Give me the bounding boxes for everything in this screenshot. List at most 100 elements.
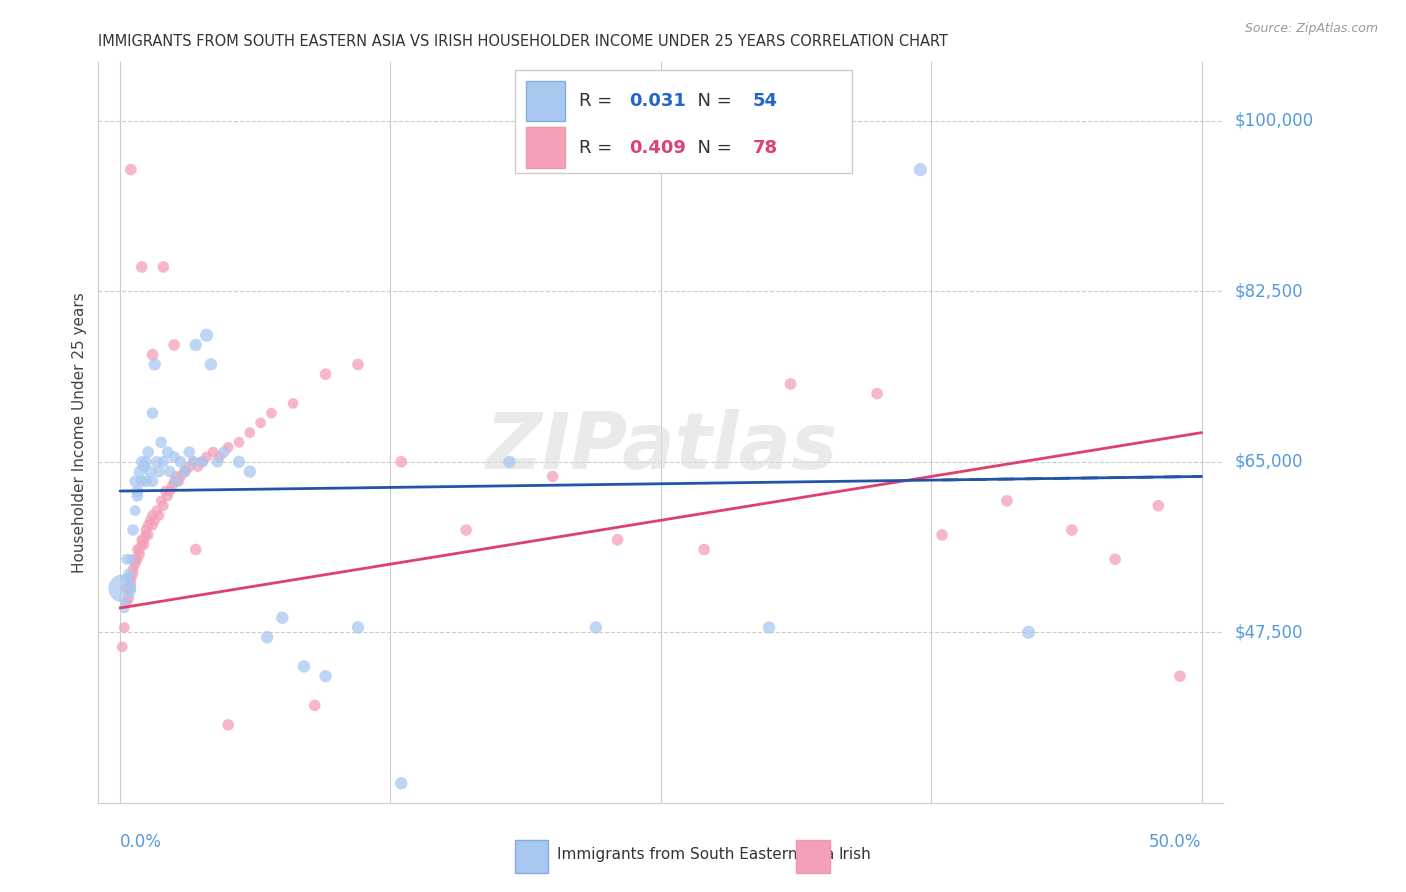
Point [124, 475, 146, 489]
Point [389, 455, 412, 469]
Point [217, 440, 239, 454]
Point [183, 455, 205, 469]
Text: IMMIGRANTS FROM SOUTH EASTERN ASIA VS IRISH HOUSEHOLDER INCOME UNDER 25 YEARS CO: IMMIGRANTS FROM SOUTH EASTERN ASIA VS IR… [98, 34, 949, 49]
Point [131, 455, 153, 469]
Point [239, 465, 262, 479]
Text: $82,500: $82,500 [1234, 283, 1303, 301]
Point [131, 533, 153, 547]
Point [136, 445, 159, 459]
Point [271, 610, 294, 624]
Point [141, 475, 163, 489]
Point [122, 523, 145, 537]
Point [292, 659, 315, 673]
Point [195, 450, 218, 464]
Point [141, 406, 163, 420]
Point [995, 493, 1018, 508]
Point [120, 572, 142, 586]
Point [141, 348, 163, 362]
Text: N =: N = [686, 92, 737, 110]
Point [136, 528, 159, 542]
Point [159, 484, 181, 499]
Point [112, 620, 135, 634]
Point [132, 459, 155, 474]
Point [120, 552, 142, 566]
Point [163, 475, 186, 489]
Point [120, 162, 142, 177]
Point [1104, 552, 1126, 566]
Point [347, 358, 370, 372]
Point [146, 455, 169, 469]
Point [347, 620, 370, 634]
Text: Immigrants from South Eastern Asia: Immigrants from South Eastern Asia [557, 847, 835, 863]
Point [135, 523, 157, 537]
Point [118, 582, 141, 596]
Point [256, 630, 278, 644]
Point [131, 538, 153, 552]
Point [165, 475, 187, 489]
Point [191, 455, 214, 469]
Point [260, 406, 283, 420]
Point [1060, 523, 1083, 537]
Point [135, 475, 157, 489]
FancyBboxPatch shape [515, 70, 852, 173]
Text: 0.409: 0.409 [630, 138, 686, 157]
Point [118, 566, 141, 581]
FancyBboxPatch shape [796, 840, 830, 873]
Point [115, 596, 138, 610]
Point [150, 435, 173, 450]
Text: Source: ZipAtlas.com: Source: ZipAtlas.com [1244, 22, 1378, 36]
Point [1147, 499, 1170, 513]
Point [115, 582, 138, 596]
Point [1168, 669, 1191, 683]
Point [200, 358, 222, 372]
Point [183, 455, 205, 469]
Point [152, 455, 174, 469]
Point [779, 376, 801, 391]
Point [179, 445, 201, 459]
Point [758, 620, 780, 634]
Point [127, 552, 149, 566]
Text: $100,000: $100,000 [1234, 112, 1313, 130]
Text: N =: N = [686, 138, 737, 157]
Point [160, 479, 183, 493]
Point [910, 162, 932, 177]
Point [122, 562, 145, 576]
Point [179, 459, 201, 474]
Point [136, 518, 159, 533]
Point [315, 669, 337, 683]
Text: 0.031: 0.031 [630, 92, 686, 110]
Point [541, 469, 564, 483]
Point [156, 445, 179, 459]
Point [207, 455, 229, 469]
Point [127, 489, 149, 503]
Point [141, 508, 163, 523]
Text: R =: R = [579, 138, 617, 157]
Point [163, 450, 186, 464]
Point [120, 582, 142, 596]
Point [169, 469, 191, 483]
Point [281, 396, 304, 410]
Point [174, 465, 197, 479]
Point [163, 338, 186, 352]
Point [931, 528, 953, 542]
Point [118, 591, 141, 606]
Point [195, 328, 218, 343]
Point [143, 513, 166, 527]
Point [132, 533, 155, 547]
Point [141, 518, 163, 533]
Point [127, 484, 149, 499]
Point [120, 576, 142, 591]
Point [122, 566, 145, 581]
Point [112, 601, 135, 615]
Text: 78: 78 [754, 138, 778, 157]
Point [191, 455, 214, 469]
Point [146, 503, 169, 517]
Point [159, 465, 181, 479]
Point [174, 465, 197, 479]
Text: 0.0%: 0.0% [120, 833, 162, 851]
Point [124, 552, 146, 566]
Point [139, 513, 162, 527]
Text: $65,000: $65,000 [1234, 453, 1303, 471]
Point [169, 455, 191, 469]
Point [208, 450, 231, 464]
